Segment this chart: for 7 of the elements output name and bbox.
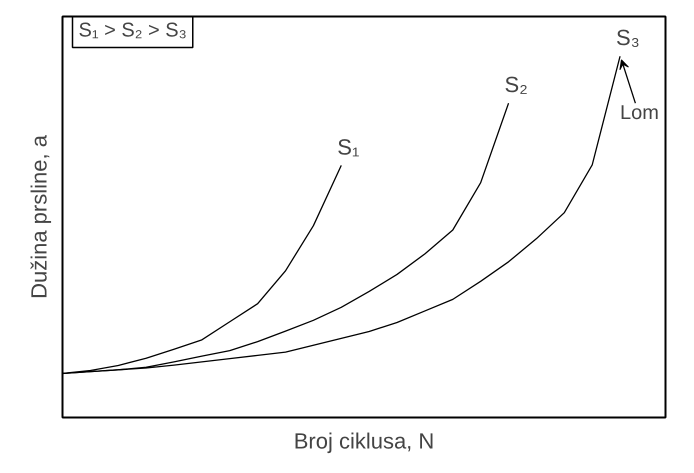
y-axis-title: Dužina prsline, a <box>26 134 52 299</box>
series-label: S₃ <box>616 25 640 50</box>
annotation: Lom <box>620 102 659 124</box>
x-axis-title: Broj ciklusa, N <box>294 428 434 454</box>
series-label: S₁ <box>337 134 360 160</box>
text: S₁ > S₂ > S₃ <box>78 20 187 42</box>
series-label: S₂ <box>504 72 528 98</box>
